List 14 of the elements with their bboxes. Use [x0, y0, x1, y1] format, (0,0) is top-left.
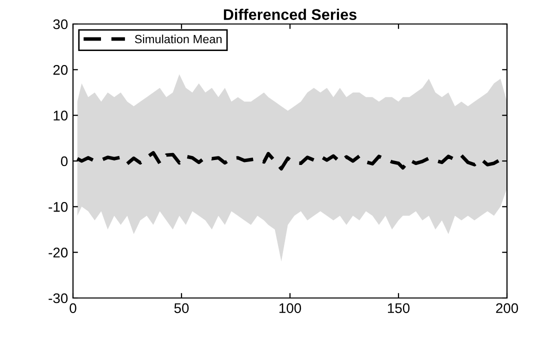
legend-label: Simulation Mean — [134, 34, 222, 44]
y-tick-label: 0 — [60, 156, 68, 166]
x-tick-label: 100 — [279, 303, 302, 314]
y-tick-label: 10 — [54, 110, 68, 121]
x-tick-label: 150 — [388, 303, 410, 314]
x-tick-label: 200 — [496, 303, 518, 314]
y-tick-label: -20 — [48, 248, 68, 258]
y-tick-label: -30 — [48, 293, 68, 304]
x-tick-label: 0 — [70, 303, 76, 314]
chart-title: Differenced Series — [224, 8, 356, 20]
x-tick-label: 50 — [174, 303, 189, 314]
y-tick-label: 30 — [53, 19, 68, 30]
y-tick-label: -10 — [48, 202, 68, 212]
y-tick-label: 20 — [53, 65, 68, 75]
